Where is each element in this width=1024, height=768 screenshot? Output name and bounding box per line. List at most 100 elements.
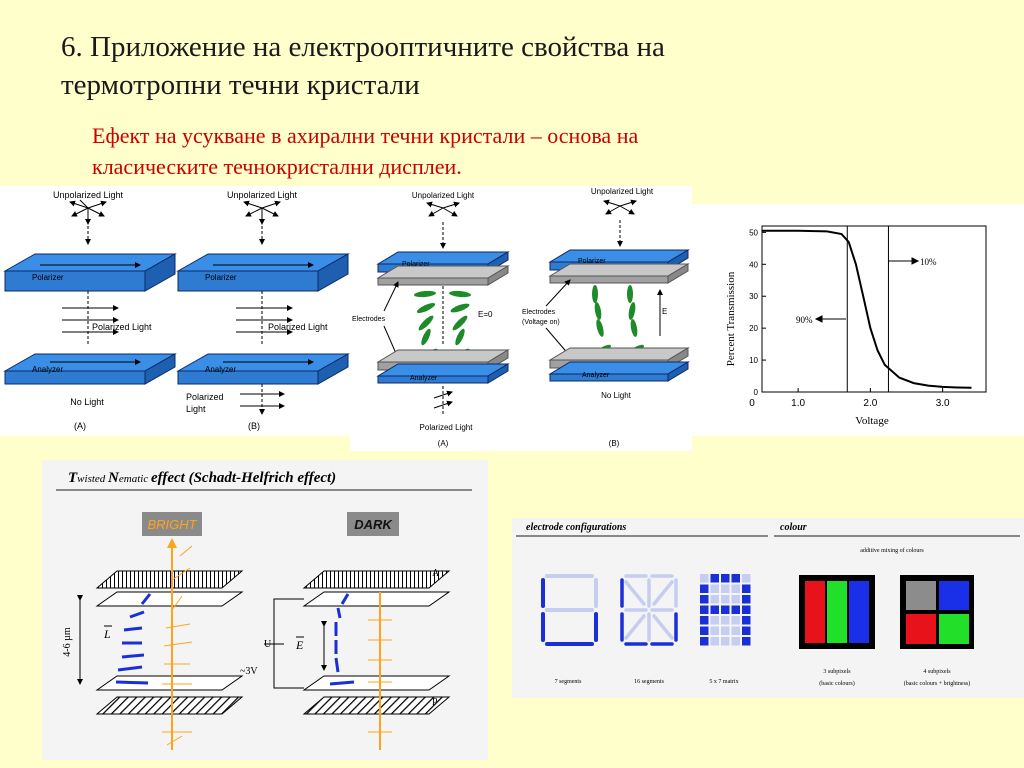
matrix-dot bbox=[742, 637, 751, 646]
seg7-label: 7 segments bbox=[555, 679, 582, 685]
bright-label: BRIGHT bbox=[147, 517, 197, 532]
x-tick-label: 1.0 bbox=[791, 398, 805, 409]
light-polarization-left bbox=[162, 545, 193, 746]
matrix-dot bbox=[710, 595, 719, 604]
polarized-light-label-a: Polarized Light bbox=[92, 322, 152, 332]
glass-bottom-left bbox=[95, 675, 244, 691]
matrix-dot bbox=[742, 616, 751, 625]
matrix-dot bbox=[742, 605, 751, 614]
polarizer-plate-a bbox=[3, 253, 177, 292]
matrix-dot bbox=[700, 626, 709, 635]
analyzer-plate-eb bbox=[548, 347, 690, 382]
x-tick-label: 3.0 bbox=[936, 398, 950, 409]
transmission-curve bbox=[762, 229, 972, 389]
matrix-dot bbox=[700, 595, 709, 604]
matrix-dot bbox=[742, 574, 751, 583]
matrix-label: 5 x 7 matrix bbox=[709, 679, 738, 685]
y-tick-label: 20 bbox=[749, 324, 758, 333]
matrix-dot bbox=[700, 584, 709, 593]
polarizer-label-eb: Polarizer bbox=[578, 258, 606, 265]
sixteen-segment-display bbox=[620, 574, 678, 646]
subtitle-line-2: класическите течнокристални дисплеи. bbox=[92, 154, 462, 179]
threshold-lines bbox=[846, 226, 889, 392]
caption-ea: (A) bbox=[438, 439, 449, 448]
annotation-90-percent: 90% bbox=[796, 315, 813, 325]
polarized-light-label-b: Polarized Light bbox=[268, 322, 328, 332]
analyzer-label-eb: Analyzer bbox=[582, 372, 610, 379]
electrode-config-title: electrode configurations bbox=[526, 522, 626, 533]
u-label: U bbox=[264, 639, 272, 650]
e-field-label: E bbox=[662, 307, 667, 316]
matrix-dot bbox=[721, 574, 730, 583]
analyzer-label-a: Analyzer bbox=[32, 365, 63, 374]
polarizer-label-a: Polarizer bbox=[32, 273, 64, 282]
unpolarized-label-eb: Unpolarized Light bbox=[591, 187, 654, 196]
glass-bottom-right bbox=[302, 675, 451, 691]
polarizer-plate-eb bbox=[548, 249, 690, 284]
l-vector-label: L bbox=[103, 627, 111, 641]
title-line-1: 6. Приложение на електрооптичните свойст… bbox=[61, 31, 665, 63]
additive-label: additive mixing of colours bbox=[860, 547, 924, 554]
slide-title: 6. Приложение на електрооптичните свойст… bbox=[61, 28, 961, 104]
display-config-diagram: electrode configurations colour additive… bbox=[516, 522, 1020, 687]
matrix-dot bbox=[710, 574, 719, 583]
polarizer-right bbox=[302, 696, 451, 715]
twisted-nematic-figure: Twisted Nematic effect (Schadt-Helfrich … bbox=[42, 460, 488, 760]
title-effect: effect (Schadt-Helfrich effect) bbox=[151, 470, 336, 486]
matrix-dot bbox=[700, 637, 709, 646]
slide-subtitle: Ефект на усукване в ахирални течни крист… bbox=[92, 120, 992, 182]
seg16-label: 16 segments bbox=[634, 679, 664, 685]
matrix-dot bbox=[710, 584, 719, 593]
electrodes-label-a: Electrodes bbox=[352, 316, 386, 323]
analyzer-plate-b bbox=[176, 353, 350, 385]
caption-b: (B) bbox=[248, 421, 260, 431]
polarizer-label-ea: Polarizer bbox=[402, 261, 430, 268]
x-tick-label: 2.0 bbox=[863, 398, 877, 409]
e-vector-label: E bbox=[295, 638, 304, 652]
no-light-label-a: No Light bbox=[70, 397, 104, 407]
electrodes-diagram: Unpolarized Light Polarizer E=0 Electrod… bbox=[352, 187, 690, 448]
molecules-b bbox=[592, 285, 644, 356]
analyzer-plate-ea bbox=[376, 349, 510, 384]
analyzer-left bbox=[95, 570, 244, 589]
matrix-dot bbox=[721, 584, 730, 593]
y-tick-label: 0 bbox=[754, 388, 759, 397]
analyzer-label-b: Analyzer bbox=[205, 365, 236, 374]
title-wisted: wisted bbox=[77, 473, 108, 485]
y-tick-label: 30 bbox=[749, 292, 758, 301]
matrix-dot bbox=[700, 605, 709, 614]
matrix-dot bbox=[721, 626, 730, 635]
y-tick-label: 40 bbox=[749, 260, 758, 269]
matrix-dot bbox=[710, 637, 719, 646]
y-tick-label: 50 bbox=[749, 228, 758, 237]
y-tick-label: 10 bbox=[749, 356, 758, 365]
analyzer-a-label: A bbox=[432, 568, 440, 579]
matrix-dot bbox=[721, 637, 730, 646]
matrix-dot bbox=[710, 605, 719, 614]
polarizer-plate-ea bbox=[376, 251, 510, 286]
electrodes-figure: Unpolarized Light Polarizer E=0 Electrod… bbox=[350, 186, 692, 451]
bright-display bbox=[142, 512, 202, 536]
title-n: N bbox=[107, 470, 120, 486]
polarizer-plate-b bbox=[176, 253, 350, 292]
dark-display bbox=[347, 512, 399, 536]
polarizer-left bbox=[95, 696, 244, 715]
polarizer-diagram: Unpolarized Light Polarizer Polarized Li… bbox=[3, 190, 350, 431]
light-rays-icon bbox=[433, 386, 453, 416]
matrix-dot bbox=[721, 616, 730, 625]
five-by-seven-matrix bbox=[700, 574, 751, 646]
lc-aligned-right bbox=[329, 593, 355, 686]
matrix-dot bbox=[731, 595, 740, 604]
light-rays-icon bbox=[69, 199, 107, 245]
matrix-dot bbox=[742, 626, 751, 635]
matrix-dot bbox=[731, 616, 740, 625]
x-tick-label: 0 bbox=[749, 398, 755, 409]
matrix-dot bbox=[710, 626, 719, 635]
tn-title: Twisted Nematic effect (Schadt-Helfrich … bbox=[68, 470, 336, 486]
title-ematic: ematic bbox=[119, 473, 151, 485]
title-line-2: термотропни течни кристали bbox=[61, 69, 420, 101]
analyzer-plate-a bbox=[3, 353, 177, 385]
matrix-dot bbox=[742, 595, 751, 604]
thickness-label: 4-6 µm bbox=[62, 627, 73, 657]
analyzer-right bbox=[302, 570, 451, 589]
